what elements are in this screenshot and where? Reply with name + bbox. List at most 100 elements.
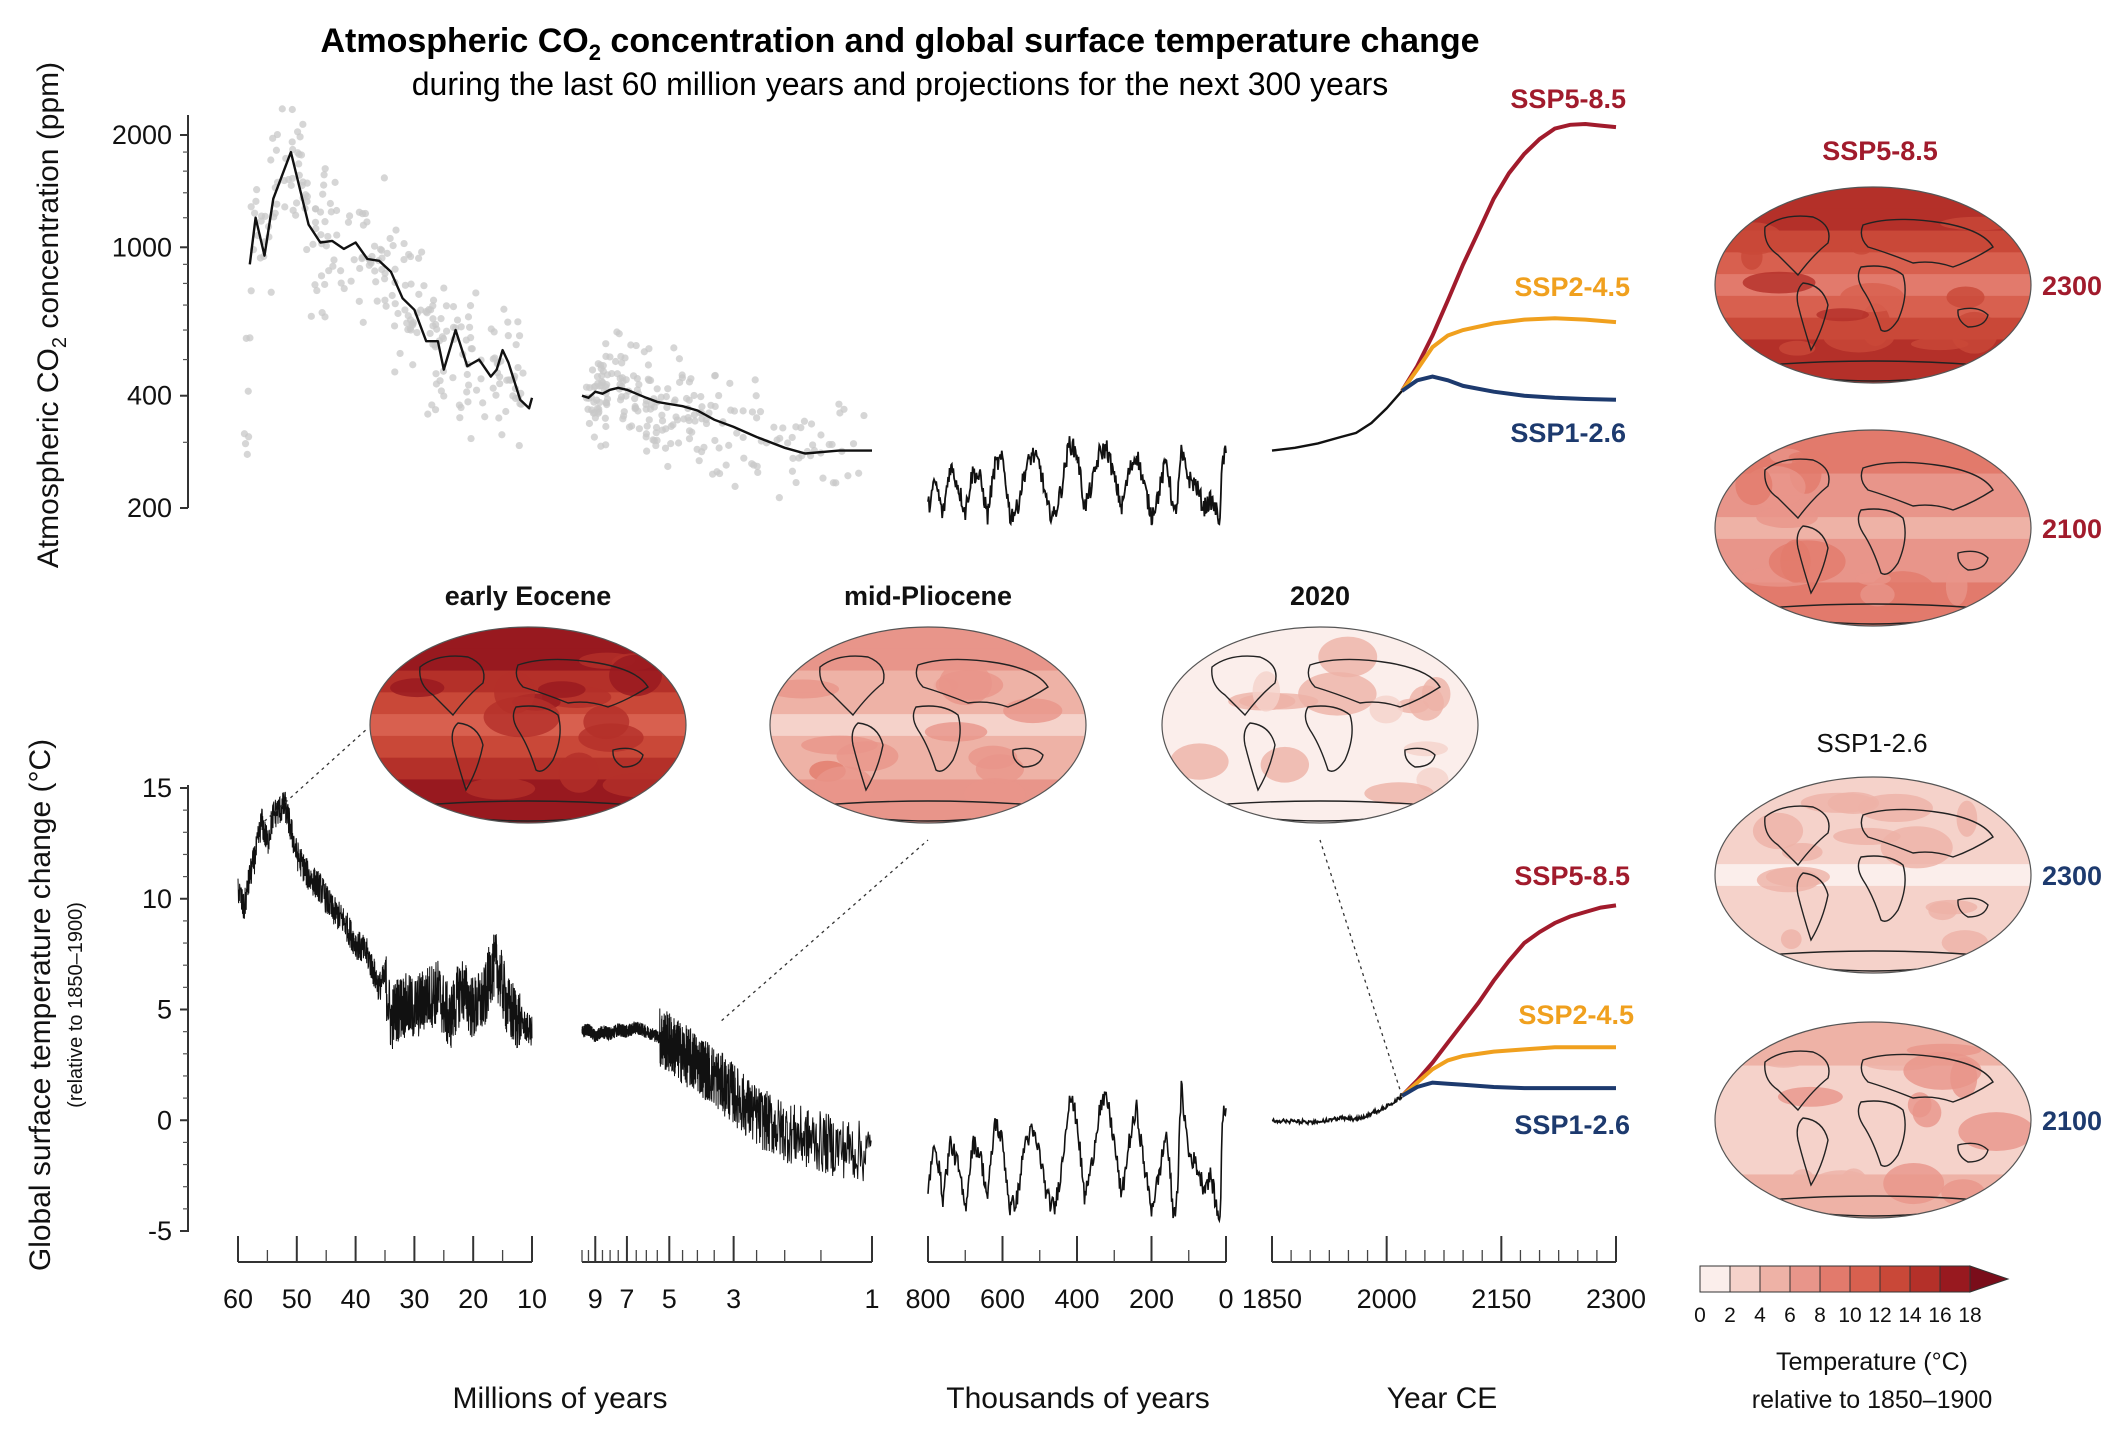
co2-proxy-point <box>261 212 269 220</box>
co2-proxy-point <box>386 234 394 243</box>
co2-proxy-point <box>242 334 250 342</box>
map-coastline <box>1860 218 1994 268</box>
map-band <box>1715 1087 2031 1111</box>
co2-proxy-point <box>333 231 341 239</box>
co2-proxy-point <box>272 146 281 154</box>
map-blob <box>1860 583 1895 607</box>
co2-proxy-point <box>601 414 609 422</box>
map-coastline <box>1957 1142 1989 1163</box>
co2-proxy-point <box>613 370 621 378</box>
co2-proxy-point <box>381 275 389 283</box>
map-outline <box>769 626 1087 824</box>
colorbar-tick-label: 4 <box>1754 1304 1766 1327</box>
co2-proxy-point <box>652 429 660 437</box>
colorbar-tick-label: 2 <box>1724 1304 1736 1327</box>
co2-proxy-point <box>817 431 825 439</box>
co2-proxy-point <box>467 434 475 443</box>
map-band <box>770 714 1086 737</box>
temp-ytick-label: -5 <box>148 1216 172 1246</box>
co2-proxy-point <box>608 369 616 378</box>
map-coastline <box>1857 265 1906 332</box>
co2-proxy-point <box>390 322 399 330</box>
co2-proxy-point <box>693 445 701 453</box>
co2-proxy-point <box>320 171 328 179</box>
co2-ssp245-line <box>1400 316 1617 393</box>
map-blob <box>1941 930 1989 956</box>
co2-proxy-point <box>667 422 675 431</box>
co2-proxy-point <box>324 232 332 241</box>
co2-ytick-label: 1000 <box>112 232 172 262</box>
co2-proxy-point <box>588 366 597 374</box>
co2-proxy-point <box>504 318 512 326</box>
map-coastline <box>1857 508 1906 575</box>
map-blob <box>464 777 536 800</box>
chart-title: Atmospheric CO2 concentration and global… <box>320 22 1479 65</box>
co2-proxy-point <box>288 138 296 146</box>
co2-proxy-point <box>299 178 307 186</box>
co2-proxy-point <box>316 208 325 216</box>
co2-proxy-point <box>269 134 277 142</box>
co2-proxy-point <box>240 430 249 438</box>
co2-proxy-point <box>404 325 412 334</box>
x-tick-label: 20 <box>458 1284 488 1314</box>
map-early-eocene: early Eocene <box>369 581 687 824</box>
co2-proxy-point <box>602 441 610 449</box>
co2-proxy-point <box>775 494 783 502</box>
map-ssp585-2300 <box>1714 186 2032 384</box>
temp-y-label: Global surface temperature change (°C) <box>24 739 57 1271</box>
co2-proxy-point <box>449 302 458 311</box>
co2-proxy-point <box>678 374 687 382</box>
co2-label-ssp585: SSP5-8.5 <box>1510 84 1626 114</box>
map-blob <box>1958 1112 2031 1152</box>
map-blob <box>1950 1057 1978 1099</box>
colorbar-swatch <box>1879 1265 1911 1293</box>
co2-proxy-point <box>449 374 457 382</box>
co2-proxy-point <box>670 344 678 352</box>
co2-plot <box>240 105 1617 527</box>
temp-y-axis: 15 10 5 0 -5 Global surface temperature chan… <box>24 739 189 1271</box>
map-blob <box>1752 812 1804 850</box>
co2-proxy-point <box>358 255 366 263</box>
map-blob <box>1906 1043 1982 1057</box>
map-outline <box>1161 626 1479 824</box>
co2-proxy-point <box>271 209 279 217</box>
co2-proxy-point <box>739 407 747 415</box>
co2-proxy-point <box>432 370 440 378</box>
co2-proxy-point <box>835 400 843 408</box>
map-blob <box>1879 320 1960 335</box>
co2-proxy-point <box>383 249 391 257</box>
co2-proxy-point <box>415 290 423 298</box>
map-mid-pliocene: mid-Pliocene <box>769 581 1087 824</box>
co2-proxy-point <box>495 414 503 422</box>
co2-proxy-point <box>373 297 381 305</box>
co2-proxy-point <box>509 392 517 400</box>
co2-proxy-point <box>682 394 691 403</box>
co2-proxy-point <box>498 431 506 439</box>
co2-proxy-point <box>287 181 295 189</box>
co2-proxy-point <box>855 469 863 477</box>
co2-proxy-point <box>700 443 708 451</box>
co2-proxy-point <box>378 265 386 274</box>
co2-proxy-point <box>589 409 598 417</box>
map-blob <box>538 681 586 698</box>
co2-smooth-p1 <box>248 150 534 410</box>
co2-proxy-point <box>622 376 630 384</box>
map-band <box>1715 430 2031 453</box>
co2-proxy-point <box>644 361 653 369</box>
co2-proxy-point <box>326 199 334 208</box>
x-tick-label: 40 <box>341 1284 371 1314</box>
co2-proxy-point <box>750 461 758 469</box>
co2-proxy-point <box>281 203 289 211</box>
map-blob <box>1883 1162 1945 1205</box>
map-coastline <box>451 722 484 792</box>
map-coastline <box>1211 655 1277 717</box>
map-band <box>1715 187 2031 210</box>
co2-proxy-point <box>829 479 837 487</box>
co2-proxy-point <box>598 372 606 380</box>
map-blob <box>1812 1170 1871 1197</box>
temp-y-note: (relative to 1850–1900) <box>65 902 87 1108</box>
co2-proxy-point <box>617 393 626 401</box>
map-band <box>1715 842 2031 866</box>
co2-proxy-point <box>590 433 598 441</box>
co2-proxy-point <box>467 345 475 353</box>
